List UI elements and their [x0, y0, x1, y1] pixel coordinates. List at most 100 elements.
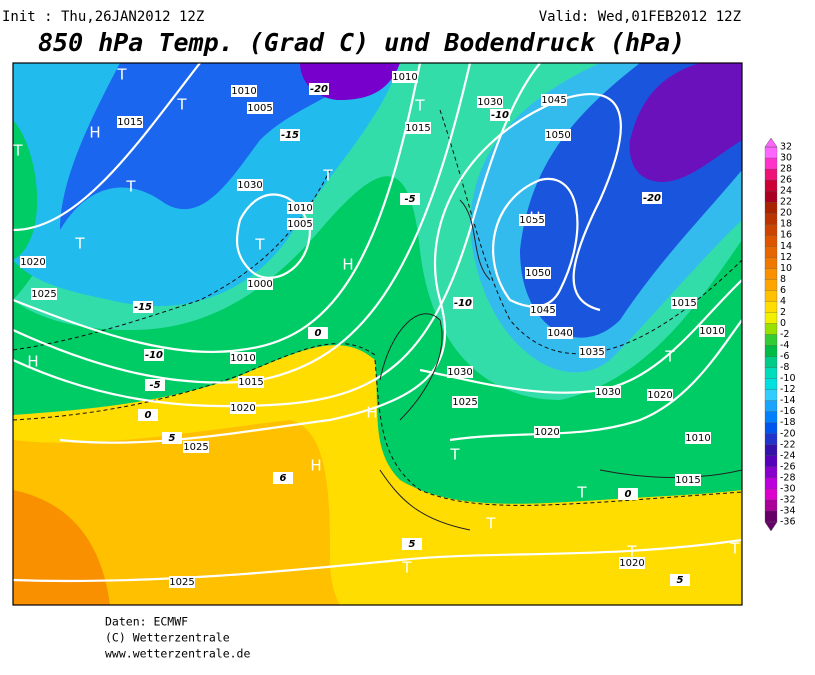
footer-line: (C) Wetterzentrale	[105, 631, 230, 645]
pressure-center: H	[366, 404, 377, 422]
label-box	[642, 192, 662, 204]
legend-swatch	[764, 400, 778, 413]
legend-label: -6	[780, 351, 789, 362]
legend-swatch	[764, 367, 778, 380]
label-box	[685, 432, 711, 444]
temperature-label: -15	[134, 302, 152, 313]
temperature-label: -5	[149, 380, 160, 391]
isobar	[492, 177, 579, 308]
legend-swatch	[764, 389, 778, 402]
label-box	[231, 85, 257, 97]
isobar-label: 1050	[545, 130, 570, 141]
legend-label: -26	[780, 461, 796, 472]
pressure-center: T	[626, 543, 637, 561]
legend-cap	[764, 521, 778, 532]
pressure-center: T	[485, 515, 496, 533]
label-box	[145, 379, 165, 391]
label-box	[618, 488, 638, 500]
legend-swatch	[764, 301, 778, 313]
legend-swatch	[764, 179, 778, 192]
label-box	[579, 346, 605, 358]
label-box	[647, 389, 673, 401]
legend-swatch	[764, 201, 778, 214]
isobar-label: 1030	[447, 367, 472, 378]
label-box	[402, 538, 422, 550]
legend-label: 14	[780, 241, 792, 252]
label-box	[273, 472, 293, 484]
legend-label: 18	[780, 219, 792, 230]
legend-label: -34	[780, 505, 796, 516]
label-box	[133, 301, 153, 313]
legend-label: -12	[780, 384, 796, 395]
temperature-label: 0	[315, 328, 322, 339]
isobar-label: 1010	[685, 433, 710, 444]
isobar	[13, 63, 422, 354]
temperature-label: -10	[491, 110, 509, 121]
isobar	[13, 63, 541, 408]
legend-swatch	[764, 257, 778, 269]
temp-isoline	[13, 343, 376, 421]
legend-label: 16	[780, 230, 792, 241]
pressure-center: T	[664, 348, 675, 366]
legend-label: -36	[780, 517, 796, 528]
temperature-label: -5	[404, 194, 415, 205]
pressure-center: T	[254, 236, 265, 254]
legend-swatch	[764, 356, 778, 369]
label-box	[490, 109, 510, 121]
isobar-label: 1055	[519, 215, 544, 226]
color-legend: 32302826242220181614121086420-2-4-6-8-10…	[764, 137, 796, 532]
legend-swatch	[764, 157, 778, 170]
pressure-center: T	[322, 167, 333, 185]
legend-label: -16	[780, 406, 796, 417]
isobar-label: 1020	[230, 403, 255, 414]
field-hot	[13, 490, 110, 605]
temperature-label: 5	[169, 433, 176, 444]
legend-swatch	[764, 499, 778, 512]
label-box	[20, 256, 46, 268]
label-box	[238, 376, 264, 388]
legend-label: 2	[780, 307, 786, 318]
legend-swatch	[764, 312, 778, 324]
isobar-label: 1015	[405, 123, 430, 134]
legend-label: -4	[780, 340, 789, 351]
pressure-center: T	[12, 142, 23, 160]
label-box	[453, 297, 473, 309]
label-box	[287, 202, 313, 214]
legend-label: -8	[780, 362, 789, 373]
label-box	[247, 278, 273, 290]
isobar-label: 1045	[541, 95, 566, 106]
label-box	[280, 129, 300, 141]
coastline	[379, 469, 742, 531]
label-box	[675, 474, 701, 486]
legend-swatch	[764, 433, 778, 446]
legend-label: 4	[780, 296, 786, 307]
legend-swatch	[764, 279, 778, 291]
legend-swatch	[764, 466, 778, 479]
label-box	[525, 267, 551, 279]
legend-cap	[764, 137, 778, 148]
isobar-label: 1010	[287, 203, 312, 214]
isobar-label: 1000	[247, 279, 272, 290]
legend-swatch	[764, 510, 778, 523]
legend-swatch	[764, 146, 778, 159]
isobar	[13, 63, 201, 232]
map-field	[13, 63, 742, 605]
pressure-center: H	[310, 457, 321, 475]
legend-label: 30	[780, 153, 792, 164]
legend-label: -20	[780, 428, 796, 439]
isobar	[59, 92, 622, 444]
init-time: Init : Thu,26JAN2012 12Z	[2, 9, 204, 25]
pressure-center: H	[529, 209, 540, 227]
map: 1015 1020 1025 1010 1015 1020 1025 1025 1000 1005…	[12, 62, 743, 606]
label-box	[534, 426, 560, 438]
label-box	[392, 71, 418, 83]
legend-label: 8	[780, 274, 786, 285]
isobar-label: 1025	[452, 397, 477, 408]
temperature-label: -10	[454, 298, 472, 309]
legend-label: -24	[780, 450, 796, 461]
label-box	[547, 327, 573, 339]
legend-swatch	[764, 213, 778, 225]
temperature-label: 0	[625, 489, 632, 500]
legend-swatch	[764, 235, 778, 247]
label-box	[595, 386, 621, 398]
